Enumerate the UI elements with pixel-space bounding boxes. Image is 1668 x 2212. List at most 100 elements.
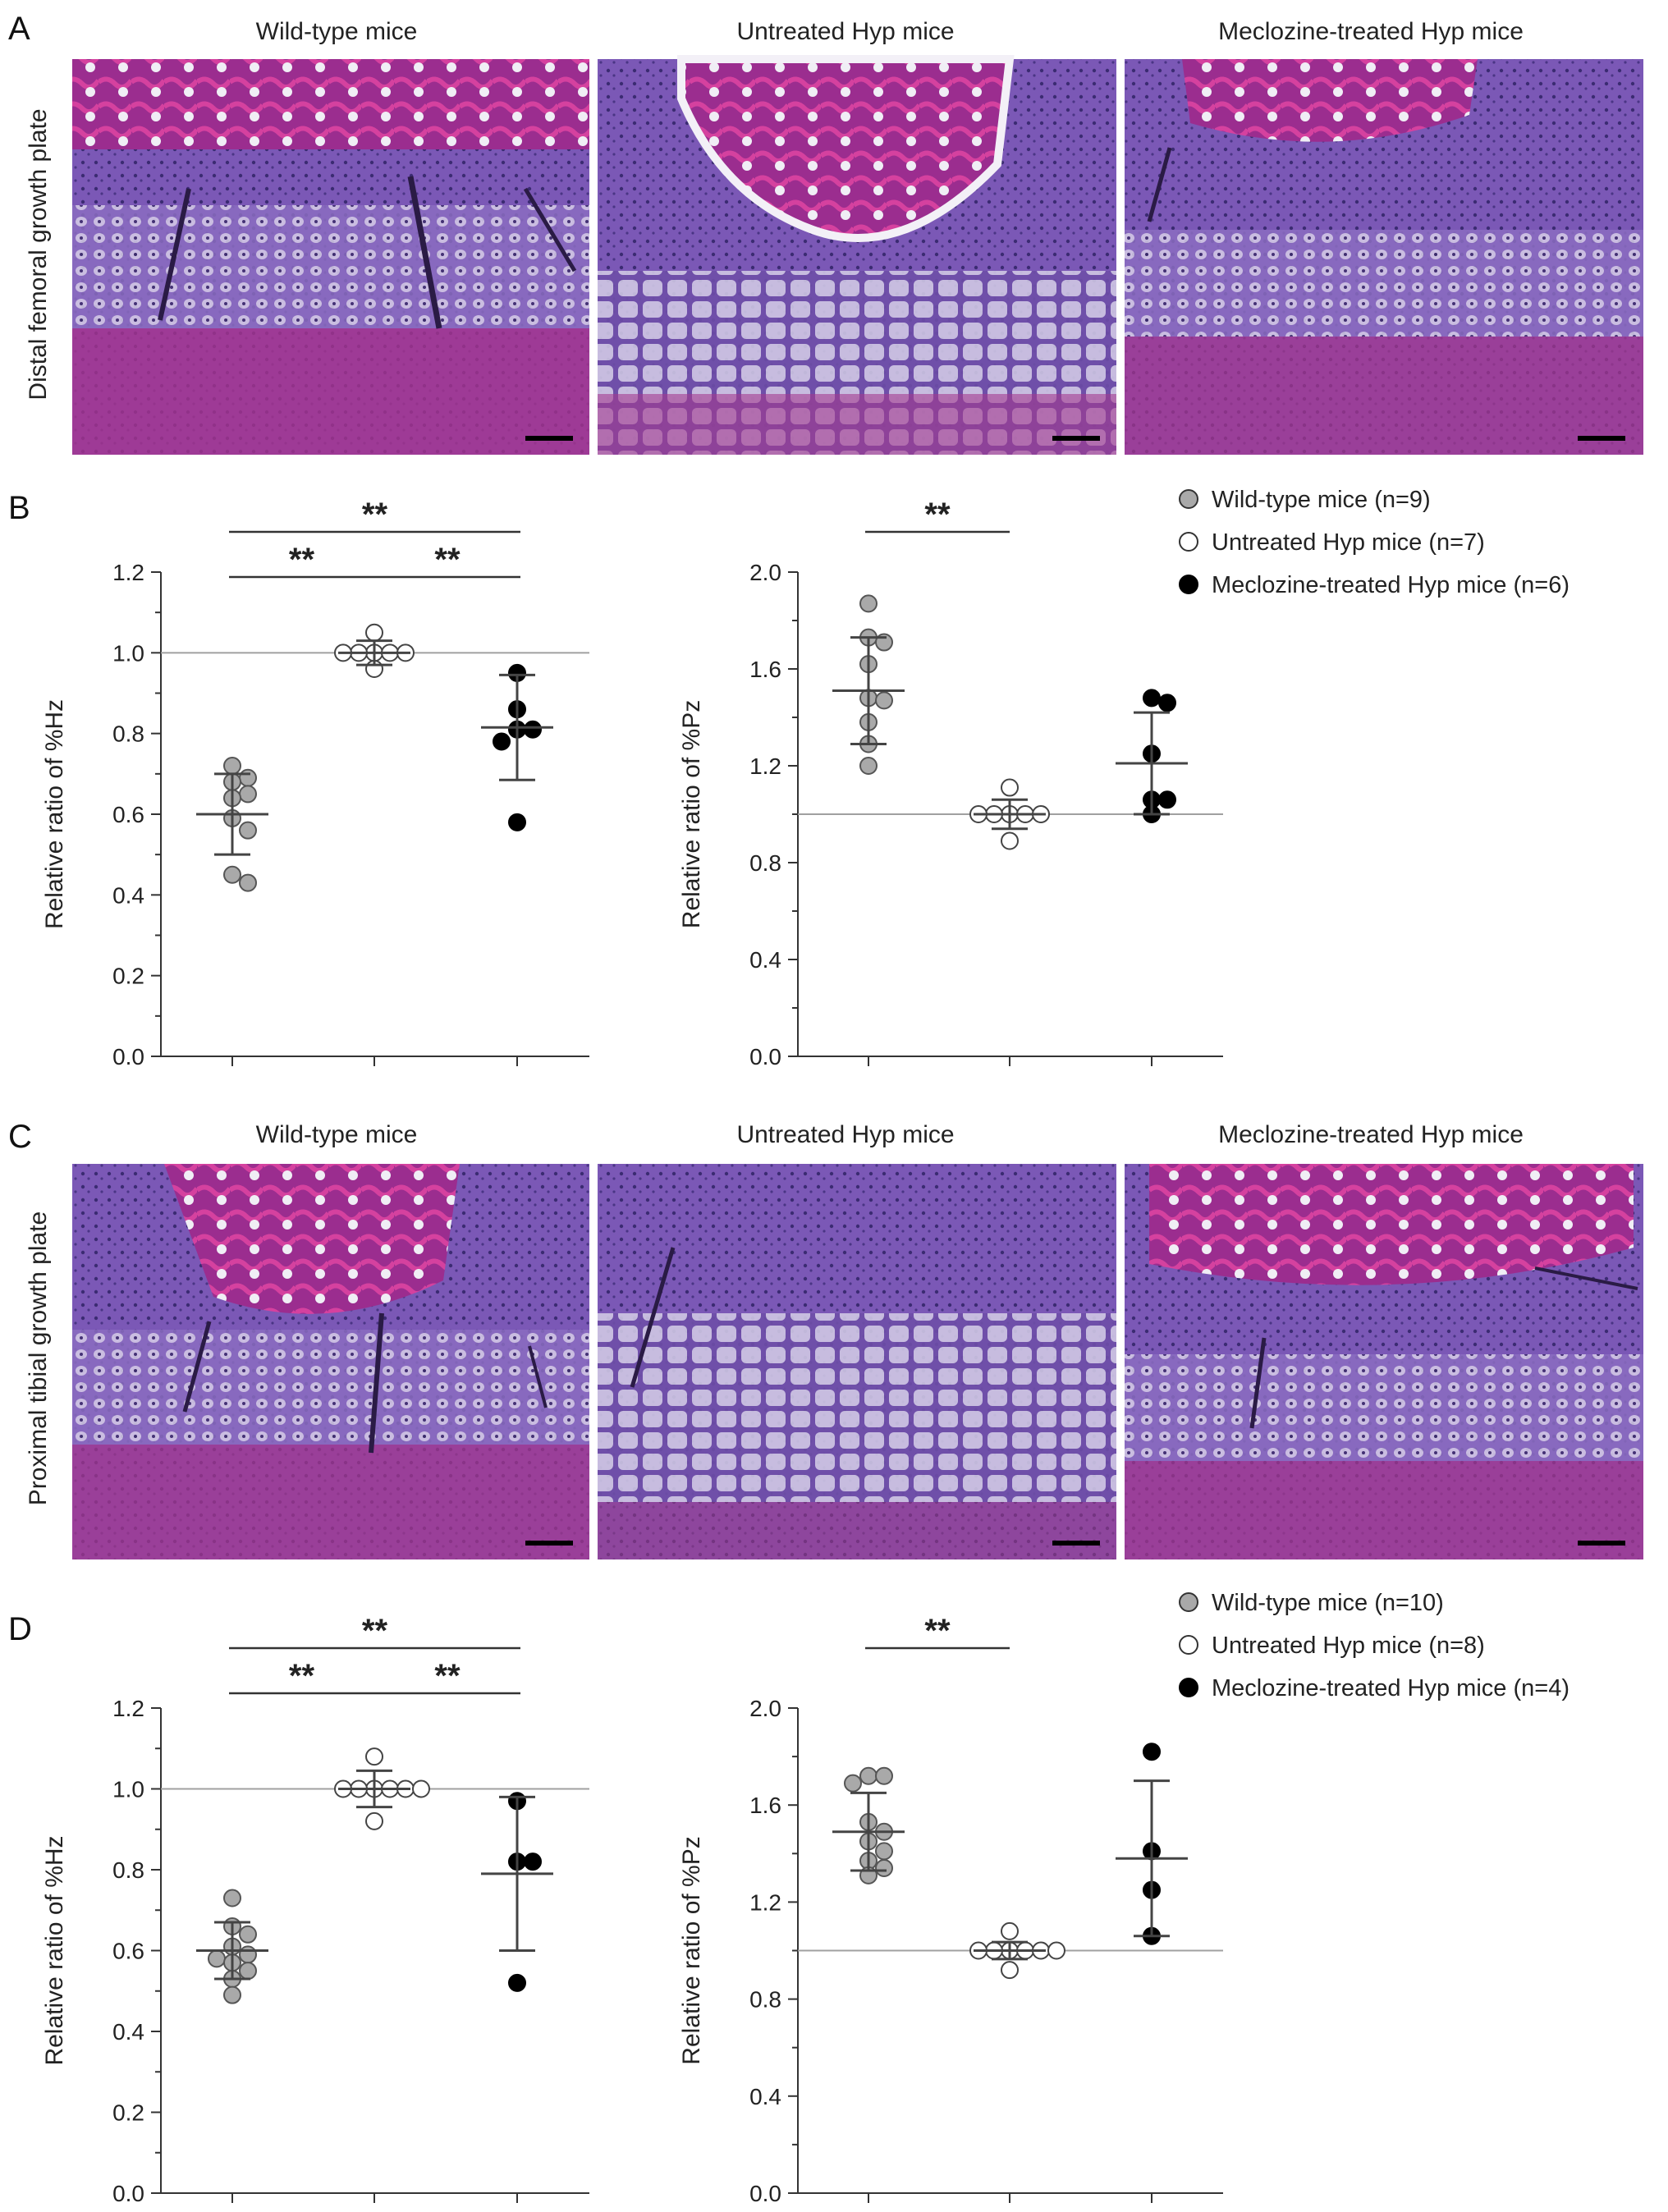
data-point <box>859 757 878 775</box>
histology-image-c-wild-type <box>72 1164 589 1559</box>
chart-b-pz: 0.0 0.4 0.8 1.2 1.6 2.0 Relative ratio of %Pz *… <box>678 497 1223 1069</box>
panel-letter-d: D <box>8 1611 32 1647</box>
y-axis-label: Relative ratio of %Hz <box>41 699 68 929</box>
data-point <box>223 1985 241 2004</box>
panel-c-side-label: Proximal tibial growth plate <box>25 1211 52 1506</box>
legend-label-untreated: Untreated Hyp mice (n=8) <box>1212 1633 1485 1659</box>
data-point <box>859 594 878 613</box>
y-tick-label: 1.2 <box>749 1889 781 1915</box>
panel-letter-c: C <box>8 1119 32 1155</box>
y-tick-label: 0.8 <box>112 1857 144 1883</box>
y-tick-label: 0.2 <box>112 2100 144 2126</box>
histology-image-a-meclozine <box>1125 59 1643 455</box>
panel-c-title-meclozine: Meclozine-treated Hyp mice <box>1218 1121 1524 1148</box>
y-axis-label: Relative ratio of %Pz <box>678 700 705 928</box>
data-point <box>1001 1961 1019 1980</box>
histology-image-c-untreated <box>598 1164 1116 1559</box>
y-tick-label: 0.4 <box>112 2019 144 2045</box>
y-tick-label: 1.2 <box>112 560 144 585</box>
histology-image-c-meclozine <box>1125 1164 1643 1559</box>
y-tick-label: 0.0 <box>112 1044 144 1069</box>
y-tick-label: 0.0 <box>749 1044 781 1069</box>
y-tick-label: 0.6 <box>112 1939 144 1964</box>
group-untreated <box>969 1921 1065 1980</box>
chart-d-hz: 0.0 0.2 0.4 0.6 0.8 1.0 1.2 Relative ratio of %… <box>41 1613 589 2206</box>
data-point <box>875 1766 893 1785</box>
y-tick-label: 2.0 <box>749 560 781 585</box>
data-point <box>875 1859 893 1878</box>
data-point <box>875 1842 893 1861</box>
panel-a-title-meclozine: Meclozine-treated Hyp mice <box>1218 18 1524 45</box>
legend-marker-wild-type <box>1179 1592 1198 1612</box>
y-tick-label: 1.2 <box>112 1696 144 1721</box>
y-tick-label: 0.2 <box>112 964 144 989</box>
group-untreated <box>969 778 1050 850</box>
data-point <box>365 623 383 642</box>
data-point <box>239 768 257 787</box>
panel-c-title-untreated: Untreated Hyp mice <box>736 1121 954 1148</box>
data-point <box>1001 1921 1019 1940</box>
panel-c-title-wild-type: Wild-type mice <box>256 1121 418 1148</box>
histology-image-a-untreated <box>598 55 1116 455</box>
group-wild-type <box>196 1889 268 2004</box>
data-point <box>223 865 241 884</box>
chart-b-hz: 0.0 0.2 0.4 0.6 0.8 1.0 1.2 Relative ratio of %… <box>41 497 589 1069</box>
y-tick-label: 0.4 <box>749 2084 781 2109</box>
significance-label: ** <box>924 497 951 533</box>
group-meclozine <box>481 663 553 831</box>
data-point <box>223 1889 241 1907</box>
panel-a-side-label: Distal femoral growth plate <box>25 108 52 400</box>
data-point <box>239 1945 257 1964</box>
data-point <box>239 1962 257 1981</box>
y-tick-label: 0.8 <box>749 1987 781 2013</box>
data-point <box>365 1811 383 1830</box>
legend-marker-wild-type <box>1179 489 1198 509</box>
data-point <box>1158 790 1176 809</box>
data-point <box>412 1779 430 1798</box>
significance-label: ** <box>362 1613 388 1649</box>
data-point <box>1001 778 1019 797</box>
y-tick-label: 1.0 <box>112 640 144 666</box>
y-tick-label: 0.6 <box>112 802 144 827</box>
y-tick-label: 0.8 <box>749 850 781 876</box>
panel-letter-a: A <box>8 11 30 47</box>
legend-b: Wild-type mice (n=9) Untreated Hyp mice … <box>1179 487 1569 598</box>
y-tick-label: 0.4 <box>112 882 144 908</box>
group-meclozine <box>481 1792 553 1992</box>
group-wild-type <box>832 1766 905 1885</box>
significance-label: ** <box>924 1613 951 1649</box>
legend-d: Wild-type mice (n=10) Untreated Hyp mice… <box>1179 1590 1569 1701</box>
data-point <box>875 691 893 710</box>
data-point <box>365 1747 383 1766</box>
y-tick-label: 0.0 <box>112 2181 144 2206</box>
data-point <box>524 720 542 739</box>
legend-marker-meclozine <box>1179 575 1198 594</box>
data-point <box>239 1925 257 1944</box>
y-axis-label: Relative ratio of %Hz <box>41 1835 68 2065</box>
panel-letter-b: B <box>8 490 30 526</box>
y-tick-label: 1.0 <box>112 1777 144 1802</box>
data-point <box>508 813 526 831</box>
data-point <box>1143 1743 1161 1761</box>
y-tick-label: 1.6 <box>749 657 781 682</box>
group-untreated <box>334 1747 430 1830</box>
data-point <box>1001 831 1019 850</box>
data-point <box>1158 694 1176 712</box>
group-wild-type <box>832 594 905 775</box>
legend-label-meclozine: Meclozine-treated Hyp mice (n=4) <box>1212 1675 1569 1701</box>
data-point <box>844 1774 862 1793</box>
group-untreated <box>334 623 415 678</box>
group-wild-type <box>196 757 268 892</box>
legend-label-meclozine: Meclozine-treated Hyp mice (n=6) <box>1212 572 1569 598</box>
y-tick-label: 0.4 <box>749 947 781 973</box>
y-tick-label: 1.6 <box>749 1793 781 1818</box>
group-meclozine <box>1116 689 1188 823</box>
y-tick-label: 2.0 <box>749 1696 781 1721</box>
legend-marker-untreated <box>1179 532 1198 552</box>
legend-label-wild-type: Wild-type mice (n=9) <box>1212 487 1431 513</box>
y-axis-label: Relative ratio of %Pz <box>678 1836 705 2064</box>
data-point <box>223 757 241 775</box>
panel-a-title-wild-type: Wild-type mice <box>256 18 418 45</box>
legend-label-untreated: Untreated Hyp mice (n=7) <box>1212 529 1485 556</box>
